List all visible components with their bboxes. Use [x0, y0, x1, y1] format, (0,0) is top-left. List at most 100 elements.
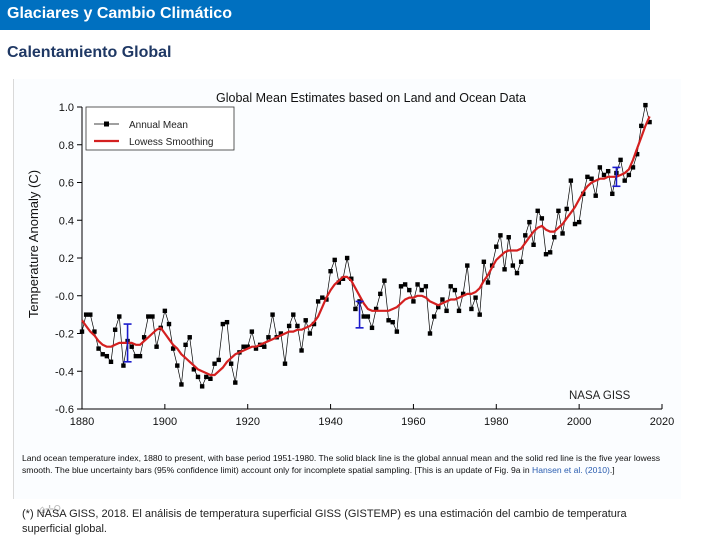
annual-mean-point: [104, 353, 110, 359]
x-tick-label: 2000: [567, 416, 591, 428]
figure-caption: Land ocean temperature index, 1880 to pr…: [22, 452, 682, 476]
annual-mean-point: [639, 123, 644, 129]
annual-mean-point: [498, 233, 503, 238]
y-tick-label: -0.0: [55, 291, 74, 303]
lowess-smoothing-series: [81, 115, 651, 377]
annual-mean-point: [199, 384, 205, 389]
annual-mean-point: [597, 165, 603, 170]
zoom-icon[interactable]: ⚲: [53, 503, 61, 516]
annual-mean-point: [311, 321, 317, 327]
annual-mean-point: [220, 321, 226, 327]
annual-mean-point: [390, 319, 395, 325]
annual-mean-point: [444, 308, 449, 314]
uncertainty-bar: [123, 323, 132, 363]
y-tick-label: 0.6: [59, 178, 74, 190]
x-tick-label: 2020: [650, 416, 674, 428]
annual-mean-point: [427, 331, 433, 336]
caption-link[interactable]: Hansen et al. (2010): [532, 465, 610, 475]
annual-mean-point: [547, 250, 553, 255]
section-title: Calentamiento Global: [7, 44, 172, 61]
annual-mean-point: [295, 323, 300, 329]
annual-mean-point: [369, 325, 375, 331]
annual-mean-point: [382, 278, 387, 283]
annual-mean-point: [228, 361, 234, 366]
annual-mean-point: [162, 308, 168, 314]
annual-mean-point: [423, 284, 429, 289]
annual-mean-point: [605, 168, 611, 174]
annual-mean-point: [465, 263, 470, 268]
annual-mean-point: [195, 374, 201, 380]
x-tick-label: 1940: [318, 416, 342, 428]
y-tick-label: -0.4: [55, 366, 74, 378]
annual-mean-point: [249, 329, 255, 334]
chart: Global Mean Estimates based on Land and …: [26, 91, 674, 428]
annual-mean-point: [394, 329, 400, 334]
annual-mean-point: [328, 269, 333, 274]
annual-mean-point: [303, 318, 308, 323]
x-tick-label: 1960: [401, 416, 425, 428]
annual-mean-point: [96, 346, 101, 351]
annual-mean-point: [270, 312, 275, 317]
annual-mean-point: [286, 323, 292, 329]
annual-mean-point: [320, 295, 325, 300]
annual-mean-point: [601, 172, 607, 178]
annual-mean-point: [630, 165, 636, 170]
legend-annual-label: Annual Mean: [129, 120, 188, 131]
annual-mean-point: [415, 282, 420, 287]
annual-mean-point: [92, 329, 97, 334]
annual-mean-point: [568, 178, 574, 183]
annual-mean-point: [224, 319, 230, 325]
x-tick-label: 1900: [153, 416, 177, 428]
annual-mean-point: [647, 119, 652, 125]
y-tick-label: 0.4: [59, 215, 74, 227]
y-tick-label: -0.2: [55, 329, 74, 341]
annual-mean-point: [460, 291, 466, 297]
annual-mean-point: [535, 208, 540, 214]
annual-mean-point: [469, 306, 474, 312]
annual-mean-point: [336, 280, 342, 285]
annual-mean-point: [407, 287, 412, 293]
annual-mean-point: [117, 314, 122, 319]
header-title: Glaciares y Cambio Climático: [7, 5, 232, 22]
annual-mean-point: [564, 206, 569, 212]
y-tick-label: 0.2: [59, 253, 74, 265]
annual-mean-point: [518, 259, 524, 264]
annual-mean-point: [477, 312, 482, 317]
pan-icon[interactable]: ✛: [44, 503, 54, 516]
annual-mean-point: [349, 276, 354, 281]
annual-mean-point: [456, 308, 462, 314]
annual-mean-point: [398, 284, 404, 289]
annual-mean-point: [212, 361, 217, 366]
lowess-smoothing-line: [81, 115, 651, 377]
annual-mean-series: [79, 102, 652, 389]
caption-end: .]: [609, 465, 615, 475]
annual-mean-point: [634, 151, 640, 157]
y-tick-label: 1.0: [59, 102, 74, 114]
annual-mean-point: [527, 219, 532, 225]
annual-mean-point: [121, 363, 126, 368]
nasa-giss-annotation: NASA GISS: [569, 390, 631, 402]
annual-mean-point: [266, 335, 271, 340]
annual-mean-point: [431, 314, 437, 319]
annual-mean-point: [502, 267, 507, 272]
annual-mean-point: [79, 329, 85, 334]
legend-annual-marker: [104, 121, 109, 127]
caption-text: Land ocean temperature index, 1880 to pr…: [22, 453, 661, 475]
annual-mean-point: [332, 257, 337, 263]
uncertainty-bar: [612, 166, 621, 188]
annual-mean-point: [419, 287, 424, 293]
annual-mean-point: [448, 284, 453, 289]
annual-mean-point: [83, 312, 89, 317]
home-icon[interactable]: ⌂: [39, 503, 46, 516]
x-tick-label: 1980: [484, 416, 508, 428]
annual-mean-point: [108, 359, 114, 365]
footnote: (*) NASA GISS, 2018. El análisis de temp…: [22, 508, 627, 535]
annual-mean-point: [514, 270, 520, 276]
x-tick-label: 1880: [70, 416, 94, 428]
annual-mean-point: [494, 244, 499, 249]
annual-mean-point: [129, 344, 134, 349]
annual-mean-point: [179, 382, 184, 387]
annual-mean-point: [402, 282, 408, 287]
y-tick-label: 0.8: [59, 140, 74, 152]
